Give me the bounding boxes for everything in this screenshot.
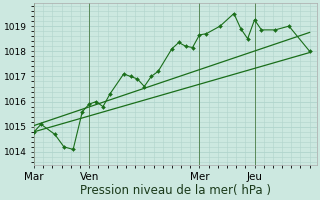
X-axis label: Pression niveau de la mer( hPa ): Pression niveau de la mer( hPa ) bbox=[80, 184, 271, 197]
